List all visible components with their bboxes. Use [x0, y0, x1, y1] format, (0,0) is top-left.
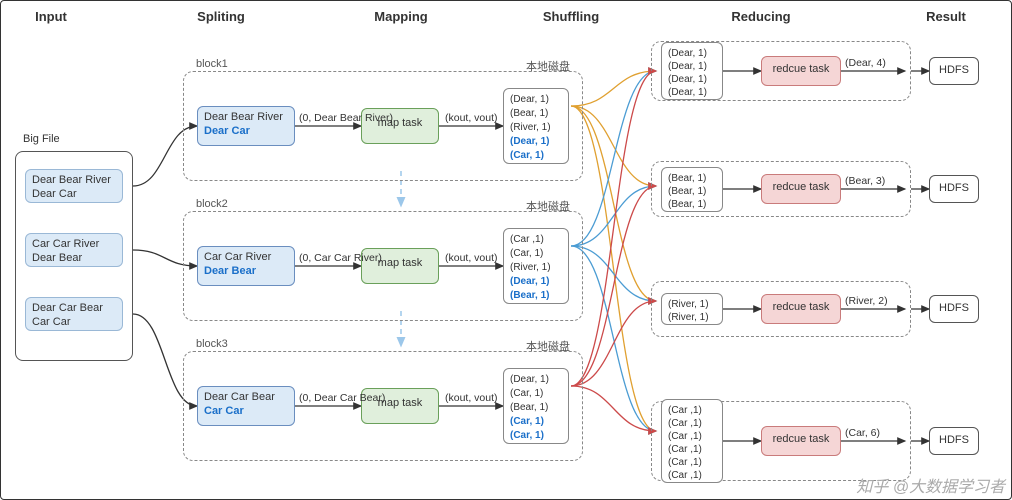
reduce-task-1: redcue task	[761, 174, 841, 204]
diagram-stage: Input Spliting Mapping Shuffling Reducing Res…	[0, 0, 1012, 500]
hdfs-box-0: HDFS	[929, 57, 979, 85]
disk-label-2: 本地磁盘	[526, 338, 570, 354]
pair-label-2: (0, Dear Car Bear)	[299, 392, 385, 404]
reduce-out-0: (Dear, 4)	[845, 57, 886, 69]
kv-label-1: (kout, vout)	[445, 252, 498, 264]
pair-label-1: (0, Car Car River)	[299, 252, 382, 264]
shuffle-box-2: (River, 1)(River, 1)	[661, 293, 723, 325]
split-box-0: Dear Bear RiverDear Car	[197, 106, 295, 146]
split-box-2: Dear Car BearCar Car	[197, 386, 295, 426]
col-result: Result	[926, 9, 966, 24]
split-box-1: Car Car RiverDear Bear	[197, 246, 295, 286]
hdfs-box-1: HDFS	[929, 175, 979, 203]
disk-label-0: 本地磁盘	[526, 58, 570, 74]
reduce-task-0: redcue task	[761, 56, 841, 86]
input-file-0: Dear Bear RiverDear Car	[25, 169, 123, 203]
reduce-out-2: (River, 2)	[845, 295, 888, 307]
col-reducing: Reducing	[731, 9, 790, 24]
input-file-1: Car Car RiverDear Bear	[25, 233, 123, 267]
col-shuffling: Shuffling	[543, 9, 599, 24]
pair-label-0: (0, Dear Bear River)	[299, 112, 393, 124]
bigfile-title: Big File	[23, 133, 60, 145]
hdfs-box-3: HDFS	[929, 427, 979, 455]
shuffle-box-0: (Dear, 1)(Dear, 1)(Dear, 1)(Dear, 1)	[661, 42, 723, 100]
input-file-2: Dear Car BearCar Car	[25, 297, 123, 331]
hdfs-box-2: HDFS	[929, 295, 979, 323]
block-label-1: block2	[196, 198, 228, 210]
watermark: 知乎 @大数据学习者	[856, 473, 1005, 497]
shuffle-box-1: (Bear, 1)(Bear, 1)(Bear, 1)	[661, 167, 723, 212]
disk-box-1: (Car ,1)(Car, 1)(River, 1)(Dear, 1)(Bear…	[503, 228, 569, 304]
disk-box-2: (Dear, 1)(Car, 1)(Bear, 1)(Car, 1)(Car, …	[503, 368, 569, 444]
disk-label-1: 本地磁盘	[526, 198, 570, 214]
kv-label-2: (kout, vout)	[445, 392, 498, 404]
col-splitting: Spliting	[197, 9, 245, 24]
kv-label-0: (kout, vout)	[445, 112, 498, 124]
block-label-2: block3	[196, 338, 228, 350]
reduce-out-1: (Bear, 3)	[845, 175, 885, 187]
reduce-task-2: redcue task	[761, 294, 841, 324]
reduce-out-3: (Car, 6)	[845, 427, 880, 439]
disk-box-0: (Dear, 1)(Bear, 1)(River, 1)(Dear, 1)(Ca…	[503, 88, 569, 164]
reduce-task-3: redcue task	[761, 426, 841, 456]
shuffle-box-3: (Car ,1)(Car ,1)(Car ,1)(Car ,1)(Car ,1)…	[661, 399, 723, 483]
col-mapping: Mapping	[374, 9, 427, 24]
col-input: Input	[35, 9, 67, 24]
block-label-0: block1	[196, 58, 228, 70]
